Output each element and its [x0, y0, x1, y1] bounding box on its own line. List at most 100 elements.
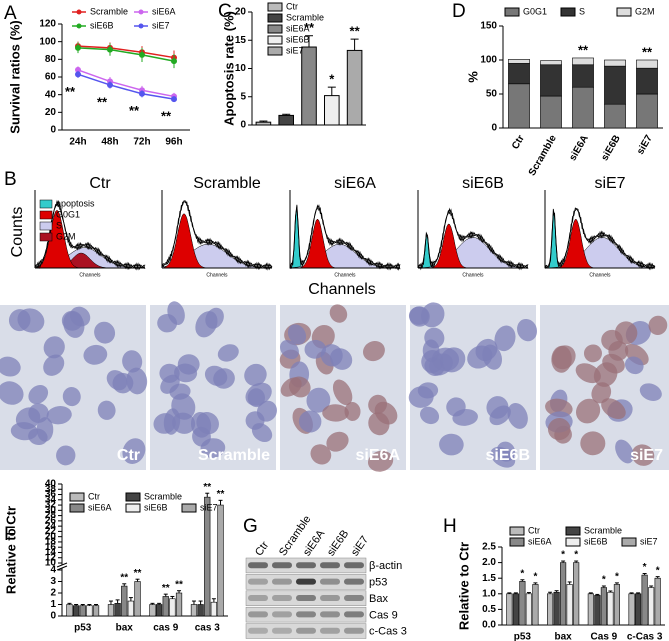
micrograph-label: Ctr [117, 447, 140, 464]
blot-band [320, 627, 340, 634]
bar-segment [572, 64, 594, 88]
histogram-area [544, 237, 656, 269]
y-tick-label: 22 [45, 526, 57, 537]
bar [346, 49, 363, 126]
nucleus [192, 426, 211, 447]
nucleus [94, 321, 116, 344]
line [77, 69, 175, 98]
annotation: ** [217, 489, 225, 500]
panel-x-label: Channels [589, 272, 611, 278]
blot-band [296, 562, 316, 569]
bar-segment [540, 95, 562, 129]
y-tick-label: 1.5 [482, 573, 496, 584]
y-tick-label: 2 [50, 588, 56, 599]
legend-label: Scramble [286, 12, 324, 22]
nucleus [424, 357, 445, 376]
nucleus [408, 386, 434, 408]
blot-band [248, 611, 268, 618]
bar [587, 593, 594, 626]
annotation: ** [203, 482, 211, 493]
legend-label: siE6B [584, 536, 608, 546]
blot-band [248, 578, 268, 585]
legend-label: G0G1 [523, 6, 547, 16]
legend-label: apoptosis [56, 198, 95, 208]
x-tick-label: bax [555, 632, 573, 641]
nucleus [171, 393, 196, 420]
legend-swatch [69, 503, 85, 513]
bar [92, 605, 100, 617]
panel-letter: G [243, 516, 258, 537]
bar [600, 587, 607, 626]
nucleus [83, 344, 108, 365]
point [171, 58, 177, 65]
legend-label: siE7 [286, 45, 304, 55]
y-tick-label: 50 [486, 89, 498, 100]
nucleus [446, 397, 466, 417]
y-tick-label: 30 [45, 505, 57, 516]
point [107, 46, 113, 53]
panel-letter: D [452, 1, 466, 22]
y-tick-label: 5 [240, 91, 246, 102]
nucleus [517, 318, 538, 342]
legend-label: siE6A [286, 23, 310, 33]
blot-band [296, 611, 316, 618]
annotation: * [602, 575, 606, 586]
bar [519, 581, 526, 626]
legend-swatch [267, 46, 283, 56]
legend-label: siE6B [286, 34, 310, 44]
x-tick-label: Ctr [510, 133, 527, 151]
x-tick-label: p53 [74, 623, 92, 634]
panel-letter: B [4, 169, 17, 190]
annotation: ** [161, 109, 172, 124]
bar [217, 504, 224, 617]
bar [560, 562, 567, 626]
histogram-line [417, 207, 529, 271]
x-tick-label: 96h [165, 137, 182, 148]
nucleus [583, 344, 602, 363]
nucleus [631, 444, 655, 466]
legend-label: Scramble [584, 525, 622, 535]
legend-swatch [565, 537, 581, 547]
legend-swatch [267, 24, 283, 34]
blot-band [272, 578, 292, 585]
y-tick-label: 1 [50, 599, 56, 610]
lane-label: siE7 [349, 534, 371, 558]
nucleus [62, 386, 81, 407]
legend-swatch [39, 232, 53, 242]
legend-swatch [39, 210, 53, 220]
bar [134, 581, 141, 617]
x-tick-label: bax [116, 623, 134, 634]
bar [86, 605, 93, 617]
bar [190, 604, 198, 617]
legend-label: Scramble [144, 491, 182, 501]
y-tick-label: 0 [50, 611, 56, 622]
histogram-line [544, 208, 656, 271]
blot-band [248, 562, 268, 569]
bar [547, 593, 554, 626]
bar-segment [636, 93, 658, 129]
bar-segment [636, 59, 658, 69]
nucleus [280, 340, 299, 360]
panel-title: siE7 [594, 175, 625, 192]
nucleus [306, 387, 331, 413]
y-tick-label: 14 [45, 547, 57, 558]
legend-swatch [125, 503, 141, 513]
blot-band [320, 562, 340, 569]
point [171, 96, 177, 103]
bar [525, 593, 532, 626]
blot-band [248, 595, 268, 601]
legend-label: siE6A [152, 6, 176, 16]
nucleus [122, 350, 143, 373]
annotation: ** [304, 20, 315, 35]
y-tick-label: 36 [45, 489, 57, 500]
line [77, 47, 175, 62]
bar [641, 574, 648, 626]
bar-segment [508, 63, 530, 85]
bar [66, 604, 73, 617]
bar [127, 600, 135, 617]
x-tick-label: siE6B [599, 133, 622, 163]
bar [204, 496, 211, 617]
legend-label: G0G1 [56, 209, 80, 219]
annotation: ** [129, 103, 140, 118]
point [75, 71, 81, 78]
